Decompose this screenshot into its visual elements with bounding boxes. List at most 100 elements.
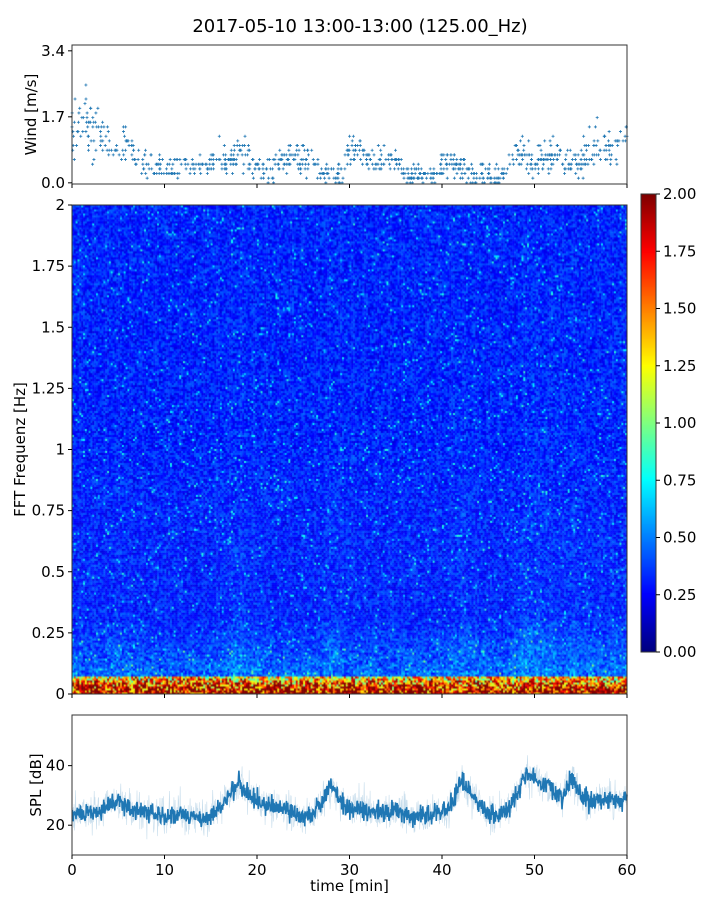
wind-point (346, 153, 350, 157)
wind-point (287, 148, 291, 152)
spectrogram-heatmap (72, 205, 627, 694)
wind-point (305, 176, 309, 180)
wind-point (304, 162, 308, 166)
wind-point (467, 167, 471, 171)
wind-point (514, 144, 518, 148)
wind-point (432, 167, 436, 171)
wind-point (563, 172, 567, 176)
wind-point (541, 162, 545, 166)
wind-point (394, 148, 398, 152)
colorbar-frame (640, 193, 657, 653)
wind-point (253, 167, 257, 171)
wind-point (84, 120, 88, 124)
wind-point (536, 172, 540, 176)
wind-point (520, 134, 524, 138)
wind-point (455, 162, 459, 166)
wind-point (536, 167, 540, 171)
wind-point (598, 158, 602, 162)
wind-point (574, 153, 578, 157)
wind-point (221, 153, 225, 157)
wind-point (91, 125, 95, 129)
wind-point (305, 148, 309, 152)
wind-point (106, 125, 110, 129)
wind-point (609, 158, 613, 162)
wind-point (352, 153, 356, 157)
wind-point (325, 172, 329, 176)
wind-point (149, 153, 153, 157)
y-tick-label: 1.5 (41, 318, 65, 336)
wind-point (193, 167, 197, 171)
wind-point (361, 153, 365, 157)
x-tick-label: 10 (155, 861, 174, 879)
wind-point (248, 148, 252, 152)
colorbar: 0.00 0.25 0.50 0.75 1.00 1.25 1.50 1.75 2.00 (640, 185, 696, 661)
wind-point (524, 167, 528, 171)
wind-point (232, 153, 236, 157)
wind-point (166, 172, 170, 176)
y-tick-label: 1.25 (32, 379, 65, 397)
wind-point (487, 162, 491, 166)
wind-point (452, 176, 456, 180)
wind-point (569, 162, 573, 166)
wind-point (175, 158, 179, 162)
wind-point (212, 153, 216, 157)
wind-point (493, 167, 497, 171)
wind-point (592, 153, 596, 157)
wind-point (172, 172, 176, 176)
wind-point (234, 162, 238, 166)
wind-point (99, 125, 103, 129)
wind-point (376, 144, 380, 148)
wind-point (434, 172, 438, 176)
wind-point (372, 153, 376, 157)
wind-point (96, 106, 100, 110)
wind-point (336, 162, 340, 166)
wind-point (538, 144, 542, 148)
wind-point (94, 148, 98, 152)
wind-point (442, 167, 446, 171)
wind-point (246, 144, 250, 148)
wind-point (160, 158, 164, 162)
wind-point (604, 158, 608, 162)
wind-point (478, 176, 482, 180)
wind-point (549, 144, 553, 148)
wind-point (178, 158, 182, 162)
wind-point (168, 158, 172, 162)
wind-point (85, 116, 89, 120)
y-tick-label: 1.75 (32, 257, 65, 275)
wind-point (382, 144, 386, 148)
wind-point (607, 148, 611, 152)
wind-point (241, 172, 245, 176)
wind-point (248, 162, 252, 166)
wind-point (589, 158, 593, 162)
wind-point (547, 172, 551, 176)
wind-point (445, 167, 449, 171)
wind-point (604, 144, 608, 148)
wind-point (410, 172, 414, 176)
spl-line (71, 767, 628, 828)
wind-point (150, 167, 154, 171)
wind-point (158, 158, 162, 162)
wind-point (574, 172, 578, 176)
wind-point (581, 176, 585, 180)
wind-point (582, 134, 586, 138)
wind-point (522, 148, 526, 152)
wind-point (105, 148, 109, 152)
wind-point (98, 144, 102, 148)
wind-point (543, 153, 547, 157)
wind-point (87, 144, 91, 148)
wind-point (527, 139, 531, 143)
wind-point (525, 162, 529, 166)
wind-point (306, 167, 310, 171)
wind-point (114, 148, 118, 152)
wind-point (455, 158, 459, 162)
wind-point (410, 167, 414, 171)
wind-point (198, 153, 202, 157)
wind-point (375, 162, 379, 166)
wind-point (392, 167, 396, 171)
wind-point (143, 153, 147, 157)
x-axis-label: time [min] (310, 877, 389, 895)
colorbar-gradient (641, 194, 656, 652)
wind-point (323, 176, 327, 180)
wind-point (158, 153, 162, 157)
wind-point (561, 162, 565, 166)
